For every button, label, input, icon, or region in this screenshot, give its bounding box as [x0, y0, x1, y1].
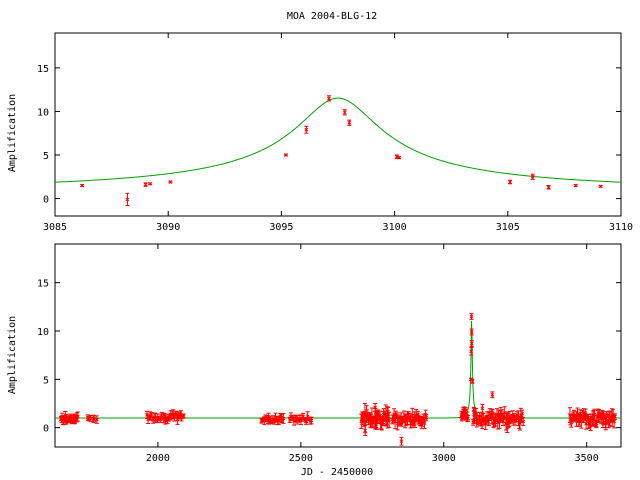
- chart-title: MOA 2004-BLG-12: [287, 11, 377, 22]
- bottom-x-axis-label: JD - 2450000: [301, 467, 373, 478]
- data-point: [424, 414, 429, 422]
- top-x-tick-label: 3090: [156, 222, 180, 233]
- data-point: [394, 154, 399, 159]
- data-point: [469, 340, 474, 347]
- bottom-x-tick-label: 2000: [146, 453, 170, 464]
- data-point: [521, 416, 526, 427]
- top-model-line: [54, 97, 622, 183]
- top-y-tick-label: 15: [37, 64, 49, 75]
- data-point: [470, 378, 475, 384]
- bottom-axis-ticks: 2000 2500 3000 3500 0 5 10 15: [37, 244, 621, 464]
- data-point: [125, 192, 130, 207]
- data-point: [143, 182, 148, 187]
- data-point: [466, 414, 471, 422]
- data-point: [546, 185, 551, 190]
- data-point: [283, 153, 288, 157]
- bottom-y-tick-label: 10: [37, 327, 49, 338]
- bottom-data-points: [59, 313, 618, 446]
- bottom-x-tick-label: 2500: [289, 453, 313, 464]
- top-model-curve: [54, 97, 622, 183]
- bottom-x-tick-label: 3000: [432, 453, 456, 464]
- data-point: [75, 411, 80, 422]
- data-point: [490, 391, 495, 399]
- data-point: [80, 183, 85, 188]
- top-x-tick-label: 3110: [609, 222, 633, 233]
- top-y-tick-label: 0: [43, 195, 49, 206]
- data-point: [399, 436, 404, 446]
- data-point: [469, 346, 474, 356]
- data-point: [530, 173, 535, 180]
- bottom-y-tick-label: 5: [43, 375, 49, 386]
- data-point: [505, 422, 510, 433]
- top-x-tick-label: 3105: [496, 222, 520, 233]
- data-point: [495, 414, 500, 430]
- bottom-plot-frame: [54, 243, 622, 448]
- bottom-y-axis-label: Amplification: [7, 316, 18, 394]
- data-point: [342, 109, 347, 116]
- data-point: [573, 183, 578, 188]
- top-plot-frame: [54, 32, 622, 217]
- data-point: [326, 95, 331, 102]
- data-point: [309, 416, 314, 425]
- top-y-tick-label: 5: [43, 151, 49, 162]
- top-y-axis-label: Amplification: [7, 94, 18, 172]
- top-x-tick-label: 3100: [383, 222, 407, 233]
- data-point: [181, 413, 186, 419]
- data-point: [363, 425, 368, 436]
- data-point: [397, 155, 402, 160]
- top-x-tick-label: 3085: [43, 222, 67, 233]
- data-point: [281, 413, 286, 424]
- data-point: [94, 415, 99, 424]
- data-point: [387, 411, 392, 428]
- data-point: [508, 179, 513, 185]
- top-axis-ticks: 3085 3090 3095 3100 3105 3110 0 5 10 15: [37, 33, 633, 233]
- data-point: [469, 313, 474, 320]
- data-point: [148, 181, 153, 186]
- top-panel: 3085 3090 3095 3100 3105 3110 0 5 10 15 Amplifica…: [7, 32, 633, 233]
- data-point: [598, 184, 603, 189]
- data-point: [299, 414, 304, 425]
- data-point: [347, 119, 352, 126]
- data-point: [373, 403, 378, 412]
- top-data-points: [80, 95, 603, 207]
- bottom-x-tick-label: 3500: [575, 453, 599, 464]
- data-point: [613, 413, 618, 421]
- data-point: [471, 406, 476, 412]
- bottom-panel: 2000 2500 3000 3500 0 5 10 15 Amplification JD …: [7, 243, 622, 478]
- bottom-y-tick-label: 0: [43, 424, 49, 435]
- data-point: [88, 414, 93, 422]
- bottom-model-curve: [55, 320, 621, 419]
- bottom-model-line: [55, 320, 621, 419]
- data-point: [469, 328, 474, 336]
- data-point: [295, 414, 300, 425]
- data-point: [168, 180, 173, 184]
- top-y-tick-label: 10: [37, 107, 49, 118]
- data-point: [480, 403, 485, 413]
- data-point: [304, 125, 309, 134]
- data-point: [508, 417, 513, 424]
- bottom-y-tick-label: 15: [37, 279, 49, 290]
- top-x-tick-label: 3095: [269, 222, 293, 233]
- data-point: [151, 415, 156, 424]
